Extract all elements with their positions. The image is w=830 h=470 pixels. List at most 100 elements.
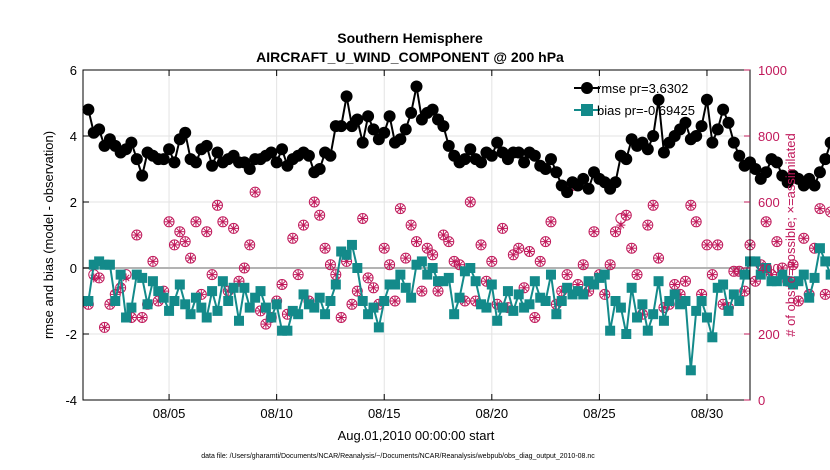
bias-point xyxy=(545,269,556,280)
bias-point xyxy=(363,309,374,320)
bias-point xyxy=(250,292,261,303)
bias-point xyxy=(696,296,707,306)
obs-possible-point xyxy=(792,295,804,307)
obs-possible-point xyxy=(690,216,702,228)
obs-possible-point xyxy=(185,252,197,264)
bias-point xyxy=(562,282,573,293)
bias-point xyxy=(508,305,519,316)
bias-point xyxy=(174,279,185,290)
obs-possible-point xyxy=(529,312,541,323)
obs-assimilated-point xyxy=(379,243,389,253)
bias-point xyxy=(481,302,492,313)
obs-assimilated-point xyxy=(632,270,642,280)
obs-assimilated-point xyxy=(793,296,803,306)
legend: rmse pr=3.6302 bias pr=-0.69425 xyxy=(574,81,695,118)
obs-assimilated-point xyxy=(325,260,335,270)
obs-possible-point xyxy=(389,295,401,307)
y-tick-label-3: 2 xyxy=(70,195,77,210)
y-axis-ticks: -4 -2 0 2 4 6 xyxy=(65,63,89,408)
y2-axis-ticks: 0 200 400 600 800 1000 xyxy=(744,63,787,408)
obs-assimilated-point xyxy=(412,237,421,247)
x-tick-label-1: 08/10 xyxy=(260,406,293,421)
obs-possible-point xyxy=(604,259,616,271)
obs-assimilated-point xyxy=(250,187,260,197)
bias-point xyxy=(185,309,196,320)
bias-point xyxy=(244,302,255,313)
obs-possible-point xyxy=(260,318,272,330)
bias-point xyxy=(287,305,298,316)
obs-assimilated-point xyxy=(691,217,701,227)
bias-point xyxy=(669,289,680,300)
bias-point xyxy=(217,276,228,287)
rmse-point xyxy=(157,153,170,166)
bias-point xyxy=(346,239,357,250)
obs-assimilated-point xyxy=(100,322,110,332)
bias-point xyxy=(691,305,702,316)
bias-point xyxy=(330,279,341,290)
obs-possible-point xyxy=(610,226,622,238)
obs-possible-point xyxy=(384,259,396,271)
bias-point xyxy=(540,296,551,306)
rmse-point xyxy=(695,120,708,133)
rmse-point xyxy=(356,136,369,149)
y2-tick-label-0: 0 xyxy=(758,393,765,408)
rmse-point xyxy=(458,153,471,166)
rmse-point xyxy=(399,123,412,136)
bias-point xyxy=(389,279,400,290)
obs-assimilated-point xyxy=(589,227,599,237)
rmse-point xyxy=(82,103,95,116)
bias-point xyxy=(104,259,115,270)
rmse-point xyxy=(130,153,143,166)
rmse-point xyxy=(378,126,391,139)
bias-point xyxy=(653,276,664,287)
legend-rmse-label: rmse pr=3.6302 xyxy=(597,81,688,96)
rmse-point xyxy=(722,116,735,129)
rmse-point xyxy=(700,93,713,106)
obs-possible-point xyxy=(523,246,535,257)
obs-assimilated-point xyxy=(428,250,438,260)
obs-assimilated-point xyxy=(449,256,459,266)
rmse-point xyxy=(641,143,654,156)
rmse-point xyxy=(544,153,557,166)
rmse-point xyxy=(276,143,289,156)
bias-point xyxy=(303,299,314,310)
rmse-point xyxy=(335,120,348,133)
obs-assimilated-point xyxy=(191,217,201,227)
x-tick-label-3: 08/20 xyxy=(476,406,509,421)
rmse-point xyxy=(475,156,488,169)
rmse-point xyxy=(690,130,703,142)
bias-point xyxy=(158,292,169,303)
rmse-point xyxy=(485,149,498,162)
rmse-point xyxy=(442,139,455,152)
obs-assimilated-point xyxy=(648,200,658,210)
obs-possible-point xyxy=(319,242,331,254)
rmse-point xyxy=(550,166,563,179)
obs-assimilated-point xyxy=(218,217,228,227)
legend-bias-label: bias pr=-0.69425 xyxy=(597,103,695,118)
bias-point xyxy=(502,286,513,297)
obs-assimilated-point xyxy=(524,247,534,256)
obs-assimilated-point xyxy=(212,200,222,210)
bias-point xyxy=(368,302,379,313)
rmse-point xyxy=(749,163,762,175)
bias-point xyxy=(147,276,158,287)
bias-point xyxy=(766,276,777,287)
bias-point xyxy=(567,289,578,300)
obs-assimilated-point xyxy=(519,283,529,293)
rmse-point xyxy=(265,146,278,159)
bias-point xyxy=(701,312,712,323)
bias-point xyxy=(599,269,610,280)
obs-assimilated-point xyxy=(460,296,470,306)
rmse-point xyxy=(206,159,219,172)
obs-assimilated-point xyxy=(406,220,416,230)
obs-possible-point xyxy=(99,321,111,333)
obs-assimilated-point xyxy=(169,240,179,250)
bias-point xyxy=(459,266,470,277)
bias-point xyxy=(605,325,616,336)
bias-point xyxy=(255,286,266,297)
bias-point xyxy=(535,292,546,303)
obs-possible-point xyxy=(298,219,310,231)
obs-assimilated-point xyxy=(498,223,508,233)
bias-point xyxy=(449,309,460,320)
obs-possible-point xyxy=(292,269,304,281)
